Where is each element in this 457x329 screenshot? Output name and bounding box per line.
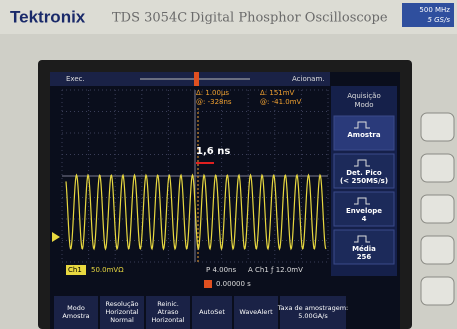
cursor-readout: Δ: 1.00μs <box>196 89 229 97</box>
bezel-button <box>421 113 454 141</box>
run-status: Exec. <box>66 75 85 83</box>
bezel-button <box>421 236 454 264</box>
bezel-button <box>421 195 454 223</box>
cursor-readout: Δ: 151mV <box>260 89 295 97</box>
position: 0.00000 s <box>216 280 251 288</box>
bottom-menu-label: Modo <box>67 304 85 312</box>
side-menu-label: Amostra <box>347 131 380 139</box>
side-menu-title: Aquisição <box>347 92 381 100</box>
trigger-level: A Ch1 ƒ 12.0mV <box>248 266 303 274</box>
side-menu-label: 256 <box>357 253 372 261</box>
bandwidth: 500 MHz <box>419 6 450 14</box>
volts-div: 50.0mVΩ <box>91 266 124 274</box>
model: TDS 3054C <box>112 11 187 26</box>
bottom-menu-label: Resolução <box>105 300 138 308</box>
side-menu-label: (< 250MS/s) <box>340 177 388 185</box>
oscilloscope-photo: Tektronix TDS 3054C Digital Phosphor Osc… <box>0 0 457 329</box>
position-box <box>204 280 212 288</box>
side-menu-label: 4 <box>362 215 367 223</box>
side-menu-label: Envelope <box>346 207 382 215</box>
channel: Ch1 <box>68 266 82 274</box>
side-menu-title: Modo <box>354 101 373 109</box>
description: Digital Phosphor Oscilloscope <box>190 11 388 26</box>
bottom-menu-label: Normal <box>110 316 134 324</box>
trigger-status: Acionam. <box>292 75 325 83</box>
brand: Tektronix <box>10 7 86 26</box>
bezel-button <box>421 154 454 182</box>
side-menu-label: Média <box>352 245 376 253</box>
bottom-menu-label: Reinic. <box>157 300 179 308</box>
side-menu-label: Det. Pico <box>346 169 382 177</box>
bottom-menu-label: Taxa de amostragem: <box>277 304 349 312</box>
bottom-menu-label: AutoSet <box>199 308 225 316</box>
bottom-menu-label: Horizontal <box>151 316 184 324</box>
bezel-button <box>421 277 454 305</box>
bottom-menu-label: WaveAlert <box>239 308 273 316</box>
timebase: P 4.00ns <box>206 266 236 274</box>
bottom-menu-label: Amostra <box>62 312 89 320</box>
cursor-readout: @: -41.0mV <box>260 98 302 106</box>
sample-rate: 5 GS/s <box>427 16 450 24</box>
bottom-menu-label: Horizontal <box>105 308 138 316</box>
annotation: 1,6 ns <box>196 146 230 157</box>
bottom-menu-label: Atraso <box>158 308 179 316</box>
trigger-pos <box>194 72 199 86</box>
bottom-menu-label: 5.00GA/s <box>298 312 328 320</box>
cursor-readout: @: -328ns <box>196 98 232 106</box>
